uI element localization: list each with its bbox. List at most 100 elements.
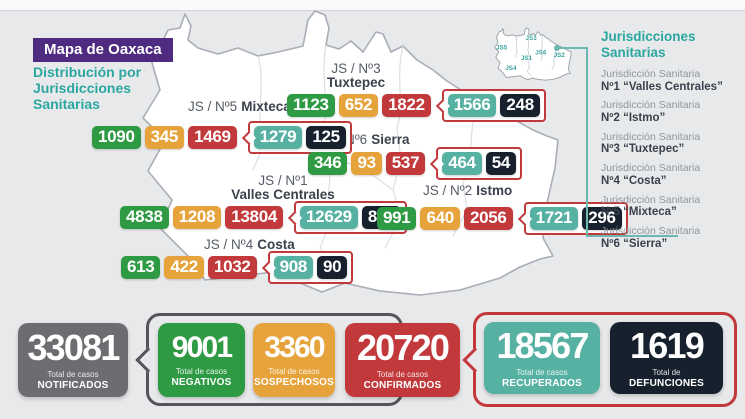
defunciones-badge: 90 [317, 256, 348, 279]
page-subtitle: Distribución por Jurisdicciones Sanitari… [33, 64, 141, 113]
region-label-istmo: JS / Nº2 Istmo [423, 183, 512, 198]
connector-line-bottom [586, 235, 678, 237]
defunciones-badge: 296 [582, 207, 622, 230]
sospechosos-badge: 640 [420, 207, 460, 230]
region-name: Valles Centrales [231, 187, 335, 203]
defunciones-badge: 54 [485, 152, 517, 175]
negativos-badge: 613 [121, 256, 161, 279]
subtitle-line: Distribución por [33, 64, 142, 80]
region-name: Istmo [476, 183, 513, 198]
sidebar-item-tuxtepec: Jurisdicción Sanitaria Nº3 “Tuxtepec” [601, 131, 741, 157]
recuperados-badge: 1279 [253, 126, 303, 149]
region-name: Mixteca [241, 99, 291, 114]
region-prefix: JS / Nº2 [423, 183, 473, 198]
sidebar-item-caption: Jurisdicción Sanitaria [601, 224, 701, 237]
region-prefix: JS / Nº4 [204, 237, 254, 252]
connector-dot [554, 45, 560, 51]
recuperados-badge: 1721 [529, 207, 579, 230]
region-label-valles-centrales: JS / Nº1 Valles Centrales [223, 173, 343, 203]
sidebar-item-caption: Jurisdicción Sanitaria [601, 68, 701, 81]
negativos-badge: 346 [308, 152, 348, 175]
sidebar-item-valles-centrales: Jurisdicción Sanitaria Nº1 “Valles Centr… [601, 68, 741, 94]
region-row-costa: 613 422 1032 908 90 [121, 251, 354, 284]
total-label: SOSPECHOSOS [254, 376, 334, 388]
region-label-mixteca: JS / Nº5 Mixteca [188, 99, 291, 114]
recuperados-defunciones-box: 1721 296 [517, 202, 628, 235]
region-row-mixteca: 1090 345 1469 1279 125 [92, 121, 352, 154]
total-notificados-card: 33081 Total de casos NOTIFICADOS [18, 323, 128, 397]
total-value: 3360 [264, 330, 325, 364]
mini-map-label-js2: JS2 [554, 52, 566, 59]
confirmados-badge: 537 [385, 152, 426, 175]
sidebar-item-caption: Jurisdicción Sanitaria [601, 130, 701, 143]
sidebar-item-name: Nº4 “Costa” [601, 174, 667, 187]
sidebar-title-line: Jurisdicciones [601, 29, 696, 44]
total-negativos-card: 9001 Total de casos NEGATIVOS [158, 323, 245, 397]
subtitle-line: Sanitarias [33, 96, 100, 113]
negativos-badge: 991 [377, 207, 417, 230]
confirmados-badge: 1822 [382, 94, 431, 117]
mini-map-label-js5: JS5 [496, 44, 508, 51]
region-name: Tuxtepec [326, 75, 386, 91]
region-prefix: JS / Nº1 [258, 173, 308, 188]
group-pointer-notch [135, 346, 161, 373]
confirmados-badge: 13804 [225, 206, 284, 229]
total-label: RECUPERADOS [502, 377, 582, 389]
sidebar-title: Jurisdicciones Sanitarias [601, 29, 741, 60]
mini-map-labels: JS5 JS3 JS1 JS6 JS2 JS4 [496, 35, 565, 72]
jurisdictions-mini-map: JS5 JS3 JS1 JS6 JS2 JS4 [494, 27, 572, 81]
sidebar-item-name: Nº3 “Tuxtepec” [601, 143, 685, 156]
connector-line-vertical [586, 47, 588, 237]
sidebar-item-name: Nº2 “Istmo” [601, 112, 666, 125]
total-label: NOTIFICADOS [37, 379, 109, 391]
mini-map-label-js1: JS1 [521, 55, 533, 62]
page-title: Mapa de Oaxaca [33, 38, 173, 62]
total-value: 18567 [496, 324, 589, 366]
total-label: CONFIRMADOS [363, 379, 442, 391]
sidebar-title-line: Sanitarias [601, 44, 666, 60]
total-label: DEFUNCIONES [629, 377, 704, 389]
subtitle-line: Jurisdicciones [33, 80, 132, 97]
sidebar-item-caption: Jurisdicción Sanitaria [601, 162, 701, 175]
sidebar-item-name: Nº6 “Sierra” [601, 237, 668, 250]
total-caption: Total de casos [175, 366, 228, 376]
sidebar-item-name: Nº5 “Mixteca” [601, 206, 677, 219]
total-value: 1619 [630, 324, 705, 366]
recuperados-badge: 12629 [300, 206, 358, 229]
total-caption: Total de casos [516, 367, 568, 377]
total-value: 33081 [27, 326, 120, 368]
defunciones-badge: 248 [500, 94, 540, 117]
negativos-badge: 1123 [287, 94, 335, 117]
total-confirmados-card: 20720 Total de casos CONFIRMADOS [345, 323, 460, 397]
sidebar-item-mixteca: Jurisdicción Sanitaria Nº5 “Mixteca” [601, 194, 741, 220]
confirmados-badge: 1032 [207, 256, 257, 279]
region-row-sierra: 346 93 537 464 54 [308, 147, 523, 180]
region-label-tuxtepec: JS / Nº3 Tuxtepec [296, 61, 416, 91]
defunciones-badge: 125 [306, 126, 346, 149]
top-strip [0, 0, 745, 11]
total-defunciones-card: 1619 Total de DEFUNCIONES [610, 322, 723, 394]
recuperados-defunciones-box: 908 90 [261, 251, 354, 284]
negativos-badge: 1090 [92, 126, 141, 149]
recuperados-badge: 1566 [447, 94, 497, 117]
sidebar-item-caption: Jurisdicción Sanitaria [601, 193, 701, 206]
region-prefix: JS / Nº5 [188, 99, 238, 114]
sidebar-item-costa: Jurisdicción Sanitaria Nº4 “Costa” [601, 162, 741, 188]
region-label-costa: JS / Nº4 Costa [204, 237, 295, 252]
sospechosos-badge: 93 [351, 152, 382, 175]
jurisdictions-sidebar: Jurisdicciones Sanitarias Jurisdicción S… [601, 29, 741, 256]
negativos-badge: 4838 [120, 206, 169, 229]
sospechosos-badge: 652 [338, 94, 379, 117]
recuperados-defunciones-box: 1566 248 [435, 89, 546, 122]
confirmados-badge: 1469 [188, 126, 237, 149]
total-caption: Total de casos [47, 369, 99, 379]
total-caption: Total de casos [376, 369, 429, 379]
region-name: Sierra [371, 132, 410, 147]
total-recuperados-card: 18567 Total de casos RECUPERADOS [484, 322, 600, 394]
total-label: NEGATIVOS [171, 376, 232, 388]
recuperados-defunciones-box: 1279 125 [241, 121, 352, 154]
total-caption: Total de casos [268, 366, 320, 376]
sospechosos-badge: 1208 [172, 206, 222, 229]
mini-map-borders [514, 34, 557, 76]
